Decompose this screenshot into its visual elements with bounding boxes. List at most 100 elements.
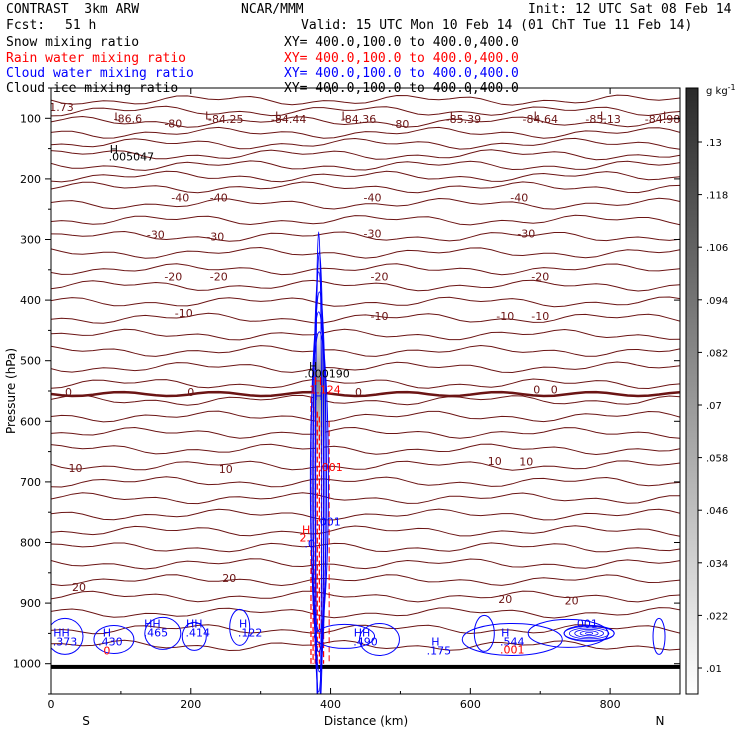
temperature-label: -85.13 bbox=[585, 113, 620, 126]
cloud-water-label: H bbox=[239, 617, 247, 630]
cloud-water-contour bbox=[309, 331, 329, 633]
temperature-contour bbox=[51, 105, 680, 117]
cloud-water-contour bbox=[51, 617, 84, 655]
center-label: NCAR/MMM bbox=[241, 2, 304, 17]
colorbar-tick-label: .106 bbox=[706, 243, 728, 254]
cloud-water-contour bbox=[574, 629, 604, 638]
cloud-water-contour bbox=[461, 622, 563, 656]
rain-label: H bbox=[302, 523, 310, 536]
temperature-label: -20 bbox=[210, 271, 228, 284]
cloud-water-contour bbox=[229, 608, 251, 646]
cloud-water-contour bbox=[568, 627, 610, 640]
contour-layer: 1.73L-86.6 -80L-84.25 L-84.44 L-84.36 -80L-8… bbox=[49, 94, 680, 694]
temperature-label: L bbox=[600, 110, 607, 123]
snow-label: .000190 bbox=[304, 368, 350, 381]
cloud-water-label: .001 bbox=[573, 617, 598, 630]
temperature-label: -84.25 bbox=[208, 113, 243, 126]
cloud-water-label: .373 bbox=[53, 636, 78, 649]
y-axis-label: Pressure (hPa) bbox=[4, 348, 18, 434]
temperature-label: 1.73 bbox=[49, 101, 74, 114]
temperature-label: -86.6 bbox=[114, 113, 142, 126]
cloud-water-label: .122 bbox=[238, 626, 263, 639]
temperature-label: 10 bbox=[519, 456, 533, 469]
temperature-contour bbox=[51, 525, 680, 537]
temperature-label: 10 bbox=[488, 455, 502, 468]
temperature-label: -10 bbox=[496, 310, 514, 323]
temperature-label: -20 bbox=[531, 271, 549, 284]
colorbar-tick-label: .046 bbox=[706, 506, 728, 517]
axis-layer: 0 200 400 600 800100200300400500600700800900… bbox=[13, 87, 681, 711]
colorbar-tick-label: .094 bbox=[706, 296, 728, 307]
cloud-water-label: HH bbox=[354, 626, 371, 639]
forecast-hour: 51 h bbox=[65, 18, 97, 33]
cloud-water-label: H bbox=[103, 626, 111, 639]
y-tick-label: 700 bbox=[20, 476, 41, 489]
temperature-label: 0 bbox=[551, 383, 558, 396]
colorbar-tick-label: .01 bbox=[706, 664, 722, 675]
temperature-label: L bbox=[341, 110, 348, 123]
rain-label: 2. bbox=[299, 531, 310, 544]
y-tick-label: 400 bbox=[20, 294, 41, 307]
temperature-contour bbox=[51, 460, 680, 471]
temperature-contour bbox=[51, 230, 680, 242]
colorbar-tick-label: .118 bbox=[706, 191, 728, 202]
y-tick-label: 500 bbox=[20, 355, 41, 368]
temperature-contour bbox=[51, 624, 680, 635]
cloud-water-contour bbox=[579, 630, 599, 637]
cloud-water-label: .001 bbox=[316, 516, 341, 529]
temperature-contour bbox=[51, 426, 680, 439]
colorbar-tick-label: .034 bbox=[706, 559, 728, 570]
temperature-contour bbox=[51, 328, 680, 341]
rain-label: H bbox=[314, 375, 322, 388]
temperature-label: -40 bbox=[510, 191, 528, 204]
cloud-water-contour bbox=[585, 632, 594, 635]
temperature-contour bbox=[51, 443, 680, 456]
rain-label: 0 bbox=[103, 645, 110, 658]
cloud-water-contour bbox=[315, 231, 323, 694]
temperature-label: 20 bbox=[565, 594, 579, 607]
valid-time: Valid: 15 UTC Mon 10 Feb 14 (01 ChT Tue … bbox=[301, 18, 693, 33]
temperature-label: 20 bbox=[498, 593, 512, 606]
cloud-water-label: .544 bbox=[500, 636, 525, 649]
cloud-water-label: H bbox=[501, 626, 509, 639]
cloud-water-contour bbox=[652, 617, 666, 655]
temperature-label: -30 bbox=[517, 228, 535, 241]
x-tick-label: 600 bbox=[460, 698, 481, 711]
temperature-label: -20 bbox=[370, 271, 388, 284]
temperature-label: L bbox=[450, 110, 457, 123]
field-rain-xy: XY= 400.0,100.0 to 400.0,400.0 bbox=[284, 51, 519, 66]
y-tick-label: 300 bbox=[20, 234, 41, 247]
temperature-contour bbox=[51, 394, 680, 406]
cloud-water-label: .0 bbox=[304, 537, 315, 550]
cloud-water-contour bbox=[314, 623, 376, 649]
temperature-label: -80 bbox=[164, 117, 182, 130]
temperature-contour bbox=[51, 410, 680, 423]
snow-label: H bbox=[110, 143, 118, 156]
cloud-water-label: .430 bbox=[98, 636, 123, 649]
x-tick-label: 400 bbox=[320, 698, 341, 711]
temperature-contour bbox=[51, 214, 680, 226]
temperature-label: -85.39 bbox=[446, 113, 481, 126]
temperature-label: 0 bbox=[187, 386, 194, 399]
temperature-contour bbox=[51, 508, 680, 521]
field-snow-name: Snow mixing ratio bbox=[6, 35, 140, 50]
temperature-contour bbox=[51, 607, 680, 619]
temperature-label: -10 bbox=[531, 310, 549, 323]
x-tick-label: 0 bbox=[48, 698, 55, 711]
temperature-label: 10 bbox=[219, 463, 233, 476]
x-tick-label: 800 bbox=[600, 698, 621, 711]
temperature-contour bbox=[51, 197, 680, 210]
temperature-label: 20 bbox=[72, 581, 86, 594]
temperature-label: -40 bbox=[210, 191, 228, 204]
rain-label: .001 bbox=[500, 643, 525, 656]
temperature-contour bbox=[51, 181, 680, 194]
forecast-label: Fcst: bbox=[6, 18, 46, 33]
terrain-line bbox=[51, 664, 680, 669]
temperature-contour bbox=[51, 361, 680, 374]
rain-label: 1.124 bbox=[309, 383, 341, 396]
cloud-water-label: H bbox=[315, 390, 323, 403]
y-tick-label: 1000 bbox=[13, 658, 41, 671]
temperature-label: -80 bbox=[391, 118, 409, 131]
temperature-label: -84.98 bbox=[645, 113, 680, 126]
cloud-water-label: .414 bbox=[186, 626, 211, 639]
